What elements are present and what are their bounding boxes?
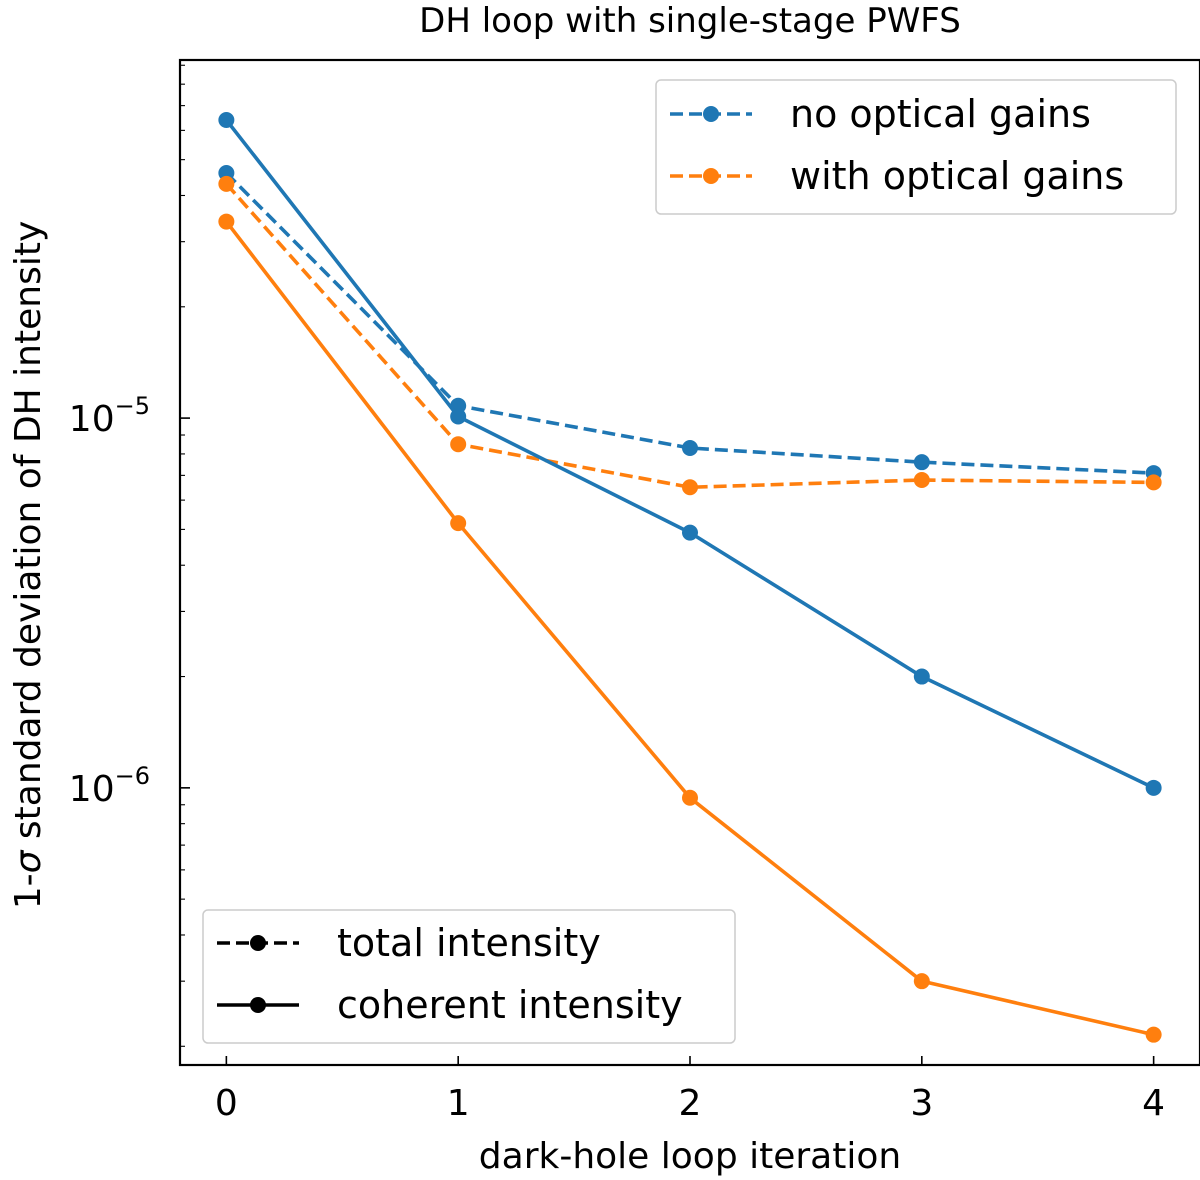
y-axis-label-sigma: σ [8,849,49,873]
x-tick-label: 1 [447,1083,470,1124]
legend-marker [703,168,719,184]
legend-optical-gains: no optical gains with optical gains [655,79,1177,215]
data-point [218,112,235,129]
data-point [450,408,467,425]
data-point [913,454,930,471]
x-tick-label: 2 [679,1083,702,1124]
legend-label: total intensity [337,921,601,965]
x-tick-label: 0 [215,1083,238,1124]
series-1 [218,175,1162,496]
x-tick-label: 4 [1142,1083,1165,1124]
legend-entry: with optical gains [670,154,1124,198]
legend-line-style: total intensity coherent intensity [202,909,736,1044]
plot-frame [178,58,1200,1067]
y-tick-label: 10−5 [69,392,150,440]
legend-marker [250,935,266,951]
data-point [1145,1026,1162,1043]
data-point [218,175,235,192]
y-tick-label: 10−6 [69,762,150,810]
legend-marker [703,106,719,122]
data-point [1145,474,1162,491]
data-point [218,213,235,230]
y-axis-label-prefix: 1- [8,873,49,909]
legend-entry: no optical gains [670,92,1091,136]
y-axis-label-suffix: standard deviation of DH intensity [8,221,49,851]
x-axis-label: dark-hole loop iteration [479,1136,901,1177]
x-tick-label: 3 [910,1083,933,1124]
series-2 [218,112,1162,796]
data-point [450,515,467,532]
data-point [682,789,698,806]
legend-entry: total intensity [217,921,601,965]
legend-marker [250,997,266,1013]
y-axis-label: 1-σ standard deviation of DH intensity [8,221,49,910]
data-point [682,440,698,457]
data-point [450,436,467,453]
legend-label: coherent intensity [337,983,683,1027]
legend-label: no optical gains [790,92,1091,136]
data-point [682,479,698,496]
data-point [913,973,930,990]
legend-label: with optical gains [790,154,1124,198]
data-point [913,472,930,489]
series-3 [218,213,1162,1043]
data-point [1145,779,1162,796]
data-point [682,524,698,541]
series-line [225,171,1154,475]
data-point [913,668,930,685]
legend-line-style-box [202,909,736,1044]
series-layer [218,112,1162,1043]
tick-labels: 0 1 2 3 4 10−6 10−5 [69,392,1165,1124]
legend-optical-gains-box [655,79,1177,215]
legend-entry: coherent intensity [217,983,683,1027]
series-line [225,182,1154,490]
chart-title: DH loop with single-stage PWFS [419,1,961,41]
